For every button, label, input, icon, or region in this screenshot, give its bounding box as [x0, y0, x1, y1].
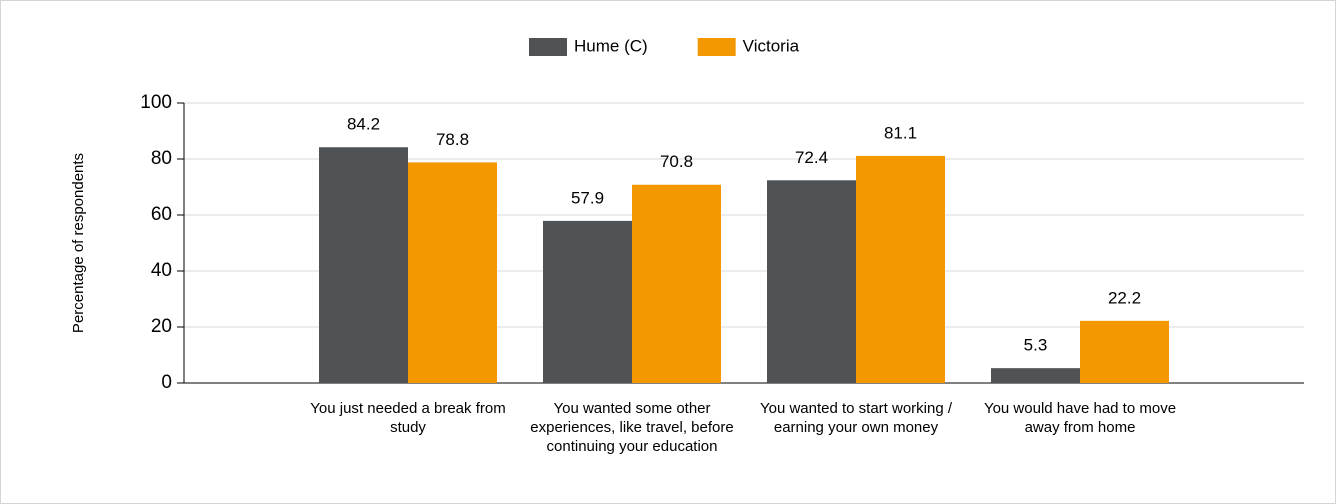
x-tick-label: You wanted some other experiences, like …	[530, 400, 734, 455]
y-tick-label: 20	[151, 316, 172, 337]
value-label: 57.9	[571, 188, 604, 207]
x-tick-label: You just needed a break from study	[310, 400, 506, 436]
bar	[632, 184, 721, 383]
bar	[543, 220, 632, 383]
bar	[856, 155, 945, 383]
value-label: 70.8	[660, 152, 693, 171]
legend-label: Victoria	[743, 36, 800, 55]
bar	[1080, 320, 1169, 383]
y-tick-label: 80	[151, 148, 172, 169]
y-tick-label: 100	[140, 92, 172, 113]
legend-swatch	[529, 38, 567, 56]
x-tick-label: You wanted to start working / earning yo…	[759, 400, 953, 436]
value-label: 22.2	[1108, 288, 1141, 307]
legend-label: Hume (C)	[574, 36, 648, 55]
value-label: 78.8	[436, 130, 469, 149]
x-tick-label: You would have had to move away from hom…	[983, 400, 1177, 436]
value-label: 72.4	[795, 148, 828, 167]
value-label: 5.3	[1024, 336, 1048, 355]
bar	[991, 368, 1080, 383]
value-label: 81.1	[884, 123, 917, 142]
y-tick-label: 0	[161, 372, 172, 393]
y-tick-label: 60	[151, 204, 172, 225]
y-tick-label: 40	[151, 260, 172, 281]
bar	[319, 147, 408, 383]
bar	[767, 180, 856, 383]
bar	[408, 162, 497, 383]
legend-swatch	[697, 38, 736, 56]
y-axis-label: Percentage of respondents	[70, 153, 87, 333]
value-label: 84.2	[347, 115, 380, 134]
